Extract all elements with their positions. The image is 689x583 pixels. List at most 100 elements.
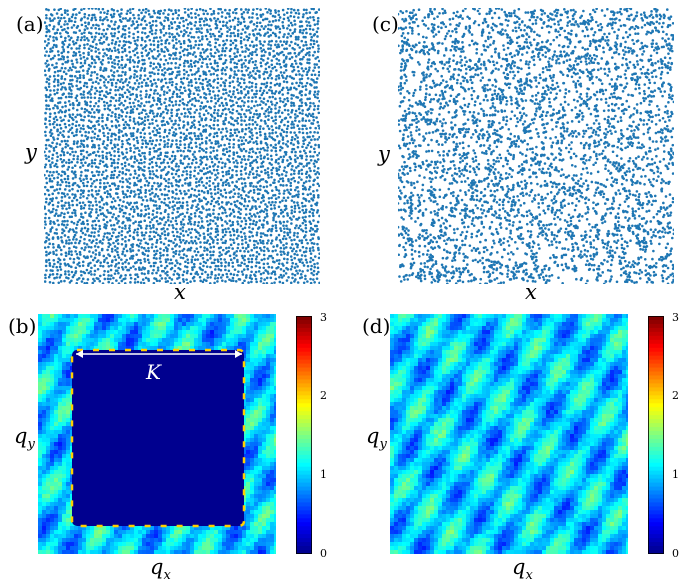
point xyxy=(103,191,107,195)
point xyxy=(213,188,217,191)
point xyxy=(172,52,175,55)
point xyxy=(247,176,250,179)
point xyxy=(232,146,235,149)
point xyxy=(182,149,185,153)
point xyxy=(254,72,257,76)
point xyxy=(214,51,217,55)
point xyxy=(262,97,266,101)
point xyxy=(243,181,247,185)
point xyxy=(131,108,135,111)
point xyxy=(198,234,202,237)
point xyxy=(231,117,234,120)
point xyxy=(235,237,239,240)
point xyxy=(217,89,221,93)
point xyxy=(209,219,212,222)
point xyxy=(290,265,294,268)
point xyxy=(252,8,255,11)
point xyxy=(233,128,237,132)
point xyxy=(187,84,190,87)
point xyxy=(161,123,164,127)
point xyxy=(144,195,147,198)
point xyxy=(286,212,289,215)
point xyxy=(61,62,64,66)
point xyxy=(259,15,263,18)
point xyxy=(212,197,216,201)
point xyxy=(110,264,113,267)
point xyxy=(83,110,87,114)
point xyxy=(280,74,284,77)
point xyxy=(255,220,258,224)
point xyxy=(244,93,248,97)
point xyxy=(121,152,125,156)
point xyxy=(45,236,49,239)
point xyxy=(145,199,149,202)
point xyxy=(225,203,228,206)
point xyxy=(258,40,262,43)
point xyxy=(118,66,121,69)
point xyxy=(303,138,307,141)
point xyxy=(44,62,47,65)
point xyxy=(228,76,232,80)
point xyxy=(273,92,277,95)
point xyxy=(227,172,231,176)
point xyxy=(140,161,143,165)
point xyxy=(110,81,114,85)
point xyxy=(99,178,102,182)
point xyxy=(201,82,204,86)
point xyxy=(89,92,92,96)
point xyxy=(67,69,70,72)
point xyxy=(131,87,135,91)
point xyxy=(80,280,84,283)
point xyxy=(47,38,50,41)
point xyxy=(73,209,77,212)
point xyxy=(285,242,288,245)
point xyxy=(193,169,196,173)
point xyxy=(204,49,208,52)
point xyxy=(225,147,228,151)
point xyxy=(79,207,83,210)
point xyxy=(227,201,230,204)
point xyxy=(90,159,94,162)
point xyxy=(165,193,169,197)
point xyxy=(51,19,55,22)
point xyxy=(293,30,296,33)
point xyxy=(188,181,192,185)
point xyxy=(216,233,220,237)
point xyxy=(204,163,208,167)
point xyxy=(124,227,127,230)
point xyxy=(66,139,69,143)
point xyxy=(235,55,238,58)
point xyxy=(283,227,286,230)
point xyxy=(166,18,170,22)
point xyxy=(155,249,159,253)
point xyxy=(137,112,141,116)
point xyxy=(55,276,59,279)
point xyxy=(112,231,115,234)
point xyxy=(80,273,83,277)
point xyxy=(102,131,105,135)
point xyxy=(121,50,124,54)
point xyxy=(74,66,77,69)
point xyxy=(195,205,198,209)
point xyxy=(179,55,182,59)
point xyxy=(124,80,127,83)
point xyxy=(87,47,91,51)
point xyxy=(145,179,149,183)
point xyxy=(206,12,209,16)
point xyxy=(277,45,281,49)
point xyxy=(221,24,225,28)
point xyxy=(229,238,232,241)
point xyxy=(133,60,136,64)
point xyxy=(55,272,59,276)
point xyxy=(118,180,122,183)
point xyxy=(167,189,171,193)
point xyxy=(171,39,175,42)
point xyxy=(176,17,179,20)
point xyxy=(269,183,272,187)
point xyxy=(270,59,274,62)
point xyxy=(199,81,202,85)
point xyxy=(294,134,298,137)
point xyxy=(170,278,174,281)
point xyxy=(269,9,272,13)
point xyxy=(250,137,254,141)
